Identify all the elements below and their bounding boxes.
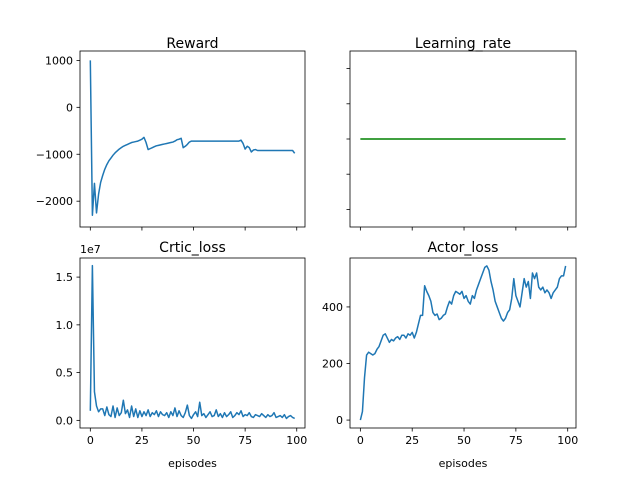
critic-loss-x-tick-label: 100: [286, 434, 307, 447]
learning-rate-subplot: Learning_rate: [346, 36, 577, 231]
actor-loss-x-tick-label: 100: [557, 434, 578, 447]
critic-loss-x-label: episodes: [168, 457, 217, 470]
learning-rate-title: Learning_rate: [415, 36, 511, 52]
actor-loss-line: [359, 265, 567, 421]
critic-loss-x-tick-label: 0: [87, 434, 94, 447]
critic-loss-y-tick-label: 0.0: [56, 414, 74, 427]
actor-loss-y-tick-label: 200: [322, 358, 343, 371]
actor-loss-y-tick-label: 0: [336, 414, 343, 427]
critic-loss-y-tick-label: 0.5: [56, 367, 74, 380]
reward-y-tick-label: −2000: [36, 195, 73, 208]
critic-loss-x-tick-label: 50: [187, 434, 201, 447]
critic-loss-y-tick-label: 1.5: [56, 271, 74, 284]
actor-loss-y-tick-label: 400: [322, 301, 343, 314]
reward-title: Reward: [166, 36, 218, 52]
critic-loss-x-tick-label: 25: [135, 434, 149, 447]
critic-loss-subplot: Crtic_loss 1e7 0 25 50 75 100 0.0 0.5 1.0 1.5 e…: [56, 240, 308, 470]
actor-loss-x-tick-label: 50: [457, 434, 471, 447]
actor-loss-x-label: episodes: [439, 457, 488, 470]
actor-loss-title: Actor_loss: [428, 240, 499, 256]
critic-loss-offset-text: 1e7: [80, 243, 101, 256]
reward-axes-frame: [79, 50, 306, 228]
actor-loss-x-tick-label: 75: [509, 434, 523, 447]
reward-subplot: Reward 1000 0 −1000 −2000: [36, 36, 306, 231]
actor-loss-subplot: Actor_loss 0 25 50 75 100 0 200 400 episodes: [322, 240, 578, 470]
critic-loss-y-tick-label: 1.0: [56, 319, 74, 332]
reward-line: [89, 60, 296, 217]
actor-loss-x-tick-label: 25: [405, 434, 419, 447]
critic-loss-title: Crtic_loss: [159, 240, 226, 256]
critic-loss-axes-frame: [79, 257, 306, 429]
actor-loss-x-tick-label: 0: [357, 434, 364, 447]
reward-y-tick-label: 1000: [45, 54, 73, 67]
critic-loss-x-tick-label: 75: [238, 434, 252, 447]
reward-y-tick-label: 0: [66, 101, 73, 114]
critic-loss-line: [89, 264, 295, 420]
reward-y-tick-label: −1000: [36, 148, 73, 161]
actor-loss-axes-frame: [349, 257, 577, 429]
